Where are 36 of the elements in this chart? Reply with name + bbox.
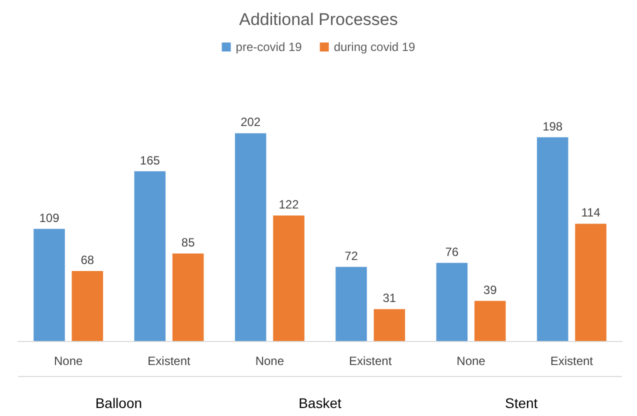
bar <box>336 266 367 341</box>
data-label: 109 <box>39 210 60 225</box>
data-label: 31 <box>382 291 396 306</box>
legend-label: pre-covid 19 <box>236 40 302 54</box>
x-tick-label: Existent <box>348 354 392 368</box>
bar <box>436 262 468 341</box>
bar <box>273 215 304 341</box>
legend-label: during covid 19 <box>334 40 416 54</box>
x-tick-label: None <box>54 354 84 368</box>
x-tick-label: None <box>255 354 284 368</box>
text: Balloon <box>95 395 142 411</box>
data-label: 122 <box>278 197 300 212</box>
bar <box>134 171 166 341</box>
bar <box>575 224 606 341</box>
bar <box>374 309 406 341</box>
x-tick-label: None <box>456 354 486 368</box>
data-label: 202 <box>240 115 261 130</box>
text: Stent <box>504 395 538 411</box>
data-label: 198 <box>542 119 563 134</box>
x-tick-label: Existent <box>550 354 594 368</box>
bar <box>34 228 65 341</box>
data-label: 72 <box>344 248 358 263</box>
data-label: 76 <box>445 244 459 259</box>
data-label: 39 <box>483 282 498 297</box>
bar <box>474 300 506 341</box>
data-label: 85 <box>181 236 196 250</box>
chart-title: Additional Processes <box>239 10 398 29</box>
data-label: 114 <box>581 206 601 220</box>
data-label: 165 <box>140 153 160 168</box>
bar <box>172 254 204 341</box>
bar <box>234 133 266 341</box>
bar <box>536 137 568 341</box>
x-tick-label: Existent <box>148 354 192 368</box>
data-label: 68 <box>80 253 94 268</box>
bar <box>72 271 104 341</box>
text: Basket <box>298 395 342 411</box>
